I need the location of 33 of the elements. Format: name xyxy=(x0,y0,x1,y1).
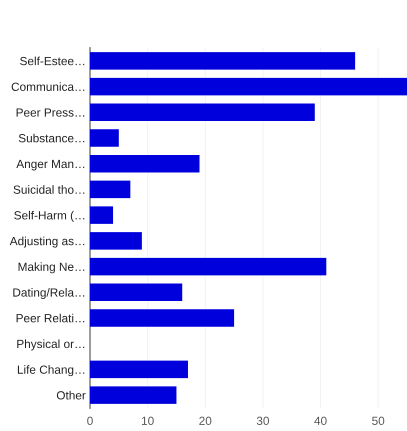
y-tick-label: Self-Harm (… xyxy=(14,210,84,222)
bar xyxy=(90,258,326,276)
x-tick-label: 0 xyxy=(87,416,93,426)
y-tick-label: Physical or… xyxy=(17,339,84,350)
y-tick-label: Adjusting as… xyxy=(10,236,84,248)
x-tick-label: 40 xyxy=(314,416,327,426)
bar xyxy=(90,206,114,224)
y-tick-label: Communica… xyxy=(12,82,84,91)
bar xyxy=(90,360,188,378)
bar xyxy=(90,78,407,96)
y-tick-label: Life Chang… xyxy=(18,365,84,376)
x-tick-label: 10 xyxy=(142,416,154,426)
y-tick-label: Suicidal tho… xyxy=(14,185,84,194)
y-tick-label: Self-Estee… xyxy=(20,56,84,66)
bar xyxy=(90,104,315,122)
y-tick-label: Peer Press… xyxy=(16,108,84,117)
bar xyxy=(90,232,142,250)
x-tick-label: 50 xyxy=(372,416,384,426)
y-tick-label: Making Ne… xyxy=(18,262,84,274)
y-tick-label: Peer Relati… xyxy=(16,314,84,322)
bar xyxy=(90,180,130,198)
bar xyxy=(90,129,119,147)
bar xyxy=(90,386,176,404)
y-tick-label: Substance… xyxy=(18,134,84,142)
y-tick-label: Other xyxy=(56,390,86,400)
bar xyxy=(90,309,234,327)
y-tick-label: Dating/Rela… xyxy=(13,288,84,300)
y-tick-label: Anger Man… xyxy=(16,160,84,170)
x-tick-label: 30 xyxy=(256,416,270,426)
x-tick-label: 20 xyxy=(199,416,212,426)
bar xyxy=(90,52,356,70)
bar xyxy=(90,154,200,172)
bar xyxy=(90,284,182,302)
